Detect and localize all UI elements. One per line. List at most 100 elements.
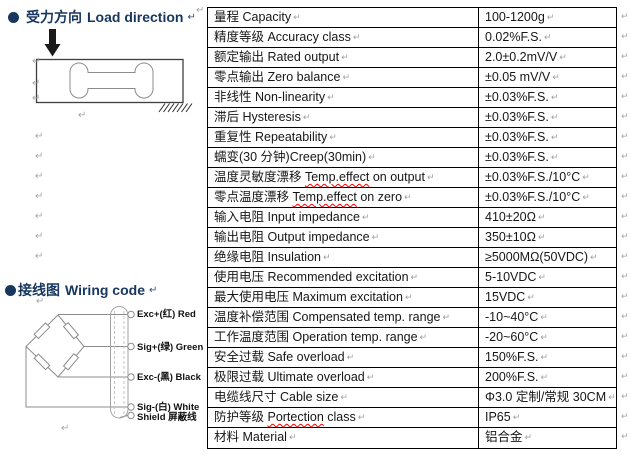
pilcrow-mark: ↵ xyxy=(410,273,419,283)
spec-label: 最大使用电压 Maximum excitation ↵ xyxy=(208,288,479,307)
spec-value: 2.0±0.2mV/V ↵ xyxy=(479,48,616,67)
terminal-circles xyxy=(127,310,135,420)
pilcrow-mark: ↵ xyxy=(621,352,629,362)
pilcrow-mark: ↵ xyxy=(442,313,451,323)
spec-value: 铝合金 ↵ xyxy=(479,428,616,448)
bullet-icon xyxy=(8,11,19,23)
bridge-circuit-diagram xyxy=(25,306,135,420)
spec-label: 工作温度范围 Operation temp. range ↵ xyxy=(208,328,479,347)
load-cell-cutout xyxy=(69,62,154,99)
spec-value: ±0.03%F.S. ↵ xyxy=(479,108,616,127)
pilcrow-mark: ↵ xyxy=(404,193,412,203)
spec-value: 15VDC ↵ xyxy=(479,288,616,307)
pilcrow-mark: ↵ xyxy=(621,372,629,382)
pilcrow-mark: ↵ xyxy=(550,133,559,143)
support-hatching xyxy=(158,103,193,113)
spec-value: ±0.03%F.S./10°C ↵ xyxy=(479,168,616,187)
pilcrow-mark: ↵ xyxy=(540,333,548,343)
load-cell-diagram xyxy=(35,29,193,113)
pilcrow-mark: ↵ xyxy=(340,393,348,403)
pilcrow-mark: ↵ xyxy=(537,213,546,223)
terminal-label: Exc+(红) Red xyxy=(137,309,196,320)
spec-value: ≥5000MΩ(50VDC) ↵ xyxy=(479,248,616,267)
pilcrow-mark: ↵ xyxy=(35,211,44,222)
pilcrow-mark: ↵ xyxy=(621,312,629,322)
spec-label: 额定输出 Rated output ↵ xyxy=(208,48,479,67)
load-direction-heading: 受力方向 Load direction ↵ xyxy=(8,7,196,27)
spec-value: Φ3.0 定制/常规 30CM ↵ xyxy=(479,388,616,407)
terminal-label: Shield 屏蔽线 xyxy=(137,411,197,423)
spec-value: ±0.03%F.S. ↵ xyxy=(479,128,616,147)
cable-inner-wires xyxy=(114,311,125,414)
spec-label: 极限过载 Ultimate overload ↵ xyxy=(208,368,479,387)
spec-value: 410±20Ω ↵ xyxy=(479,208,616,227)
pilcrow-mark: ↵ xyxy=(621,32,629,42)
pilcrow-mark: ↵ xyxy=(621,152,629,162)
spec-label: 零点温度漂移 Temp.effect on zero ↵ xyxy=(208,188,479,207)
pilcrow-mark: ↵ xyxy=(582,173,590,183)
spec-value: ±0.05 mV/V ↵ xyxy=(479,68,616,87)
misspelled-word: Portection xyxy=(267,410,324,424)
pilcrow-mark: ↵ xyxy=(621,12,629,22)
table-row: 输出电阻 Output impedance ↵ 350±10Ω ↵ xyxy=(208,228,616,248)
pilcrow-mark: ↵ xyxy=(621,172,629,182)
pilcrow-mark: ↵ xyxy=(404,293,413,303)
table-row: 使用电压 Recommended excitation ↵ 5-10VDC ↵ xyxy=(208,268,616,288)
pilcrow-mark: ↵ xyxy=(149,284,158,296)
pilcrow-mark: ↵ xyxy=(621,232,629,242)
wiring-code-heading: 接线图 Wiring code ↵ xyxy=(5,280,157,300)
table-row: 温度补偿范围 Compensated temp. range ↵ -10~40°C ↵ xyxy=(208,308,616,328)
table-row: 重复性 Repeatability ↵ ±0.03%F.S. ↵ xyxy=(208,128,616,148)
load-direction-title-en: Load direction xyxy=(87,9,184,25)
spec-table: 量程 Capacity ↵ 100-1200g ↵ 精度等级 Accuracy clas… xyxy=(207,7,617,449)
table-row: 最大使用电压 Maximum excitation ↵ 15VDC ↵ xyxy=(208,288,616,308)
pilcrow-mark: ↵ xyxy=(527,293,535,303)
pilcrow-mark: ↵ xyxy=(327,93,335,103)
pilcrow-mark: ↵ xyxy=(608,393,616,403)
pilcrow-mark: ↵ xyxy=(32,56,41,67)
table-row: 零点温度漂移 Temp.effect on zero ↵ ±0.03%F.S./10… xyxy=(208,188,616,208)
pilcrow-mark: ↵ xyxy=(61,423,70,434)
pilcrow-mark: ↵ xyxy=(341,53,349,63)
pilcrow-mark: ↵ xyxy=(302,113,311,123)
pilcrow-mark: ↵ xyxy=(621,192,629,202)
table-row: 零点输出 Zero balance ↵ ±0.05 mV/V ↵ xyxy=(208,68,616,88)
pilcrow-mark: ↵ xyxy=(582,193,590,203)
spec-value: ±0.03%F.S. ↵ xyxy=(479,88,616,107)
table-row: 极限过载 Ultimate overload ↵ 200%F.S. ↵ xyxy=(208,368,616,388)
pilcrow-mark: ↵ xyxy=(540,353,549,363)
pilcrow-mark: ↵ xyxy=(329,133,337,143)
pilcrow-mark: ↵ xyxy=(621,412,629,422)
pilcrow-mark: ↵ xyxy=(288,433,297,443)
table-row: 绝缘电阻 Insulation ↵ ≥5000MΩ(50VDC) ↵ xyxy=(208,248,616,268)
terminal-label: Exc-(黑) Black xyxy=(137,372,201,383)
pilcrow-mark: ↵ xyxy=(35,131,44,142)
spec-label: 绝缘电阻 Insulation ↵ xyxy=(208,248,479,267)
pilcrow-mark: ↵ xyxy=(361,213,370,223)
pilcrow-mark: ↵ xyxy=(35,251,44,262)
spec-label: 重复性 Repeatability ↵ xyxy=(208,128,479,147)
pilcrow-mark: ↵ xyxy=(621,252,629,262)
pilcrow-mark: ↵ xyxy=(621,52,629,62)
pilcrow-mark: ↵ xyxy=(621,292,629,302)
pilcrow-mark: ↵ xyxy=(540,373,549,383)
table-row: 安全过载 Safe overload ↵ 150%F.S. ↵ xyxy=(208,348,616,368)
terminal-label: Sig+(绿) Green xyxy=(137,341,204,353)
pilcrow-mark: ↵ xyxy=(550,153,559,163)
table-row: 精度等级 Accuracy class ↵ 0.02%F.S. ↵ xyxy=(208,28,616,48)
pilcrow-mark: ↵ xyxy=(621,112,629,122)
pilcrow-mark: ↵ xyxy=(512,413,521,423)
terminal-label: Sig-(白) White xyxy=(137,402,200,413)
spec-label: 蠕变(30 分钟)Creep(30min) ↵ xyxy=(208,148,479,167)
bullet-icon xyxy=(5,284,16,296)
spec-value: 0.02%F.S. ↵ xyxy=(479,28,616,47)
down-arrow-icon xyxy=(44,29,61,57)
spec-label: 输入电阻 Input impedance ↵ xyxy=(208,208,479,227)
pilcrow-mark: ↵ xyxy=(32,78,41,89)
spec-label: 非线性 Non-linearity ↵ xyxy=(208,88,479,107)
pilcrow-mark: ↵ xyxy=(32,93,41,104)
pilcrow-mark: ↵ xyxy=(322,253,331,263)
spec-label: 精度等级 Accuracy class ↵ xyxy=(208,28,479,47)
pilcrow-mark: ↵ xyxy=(621,392,629,402)
table-row: 滞后 Hysteresis ↵ ±0.03%F.S. ↵ xyxy=(208,108,616,128)
